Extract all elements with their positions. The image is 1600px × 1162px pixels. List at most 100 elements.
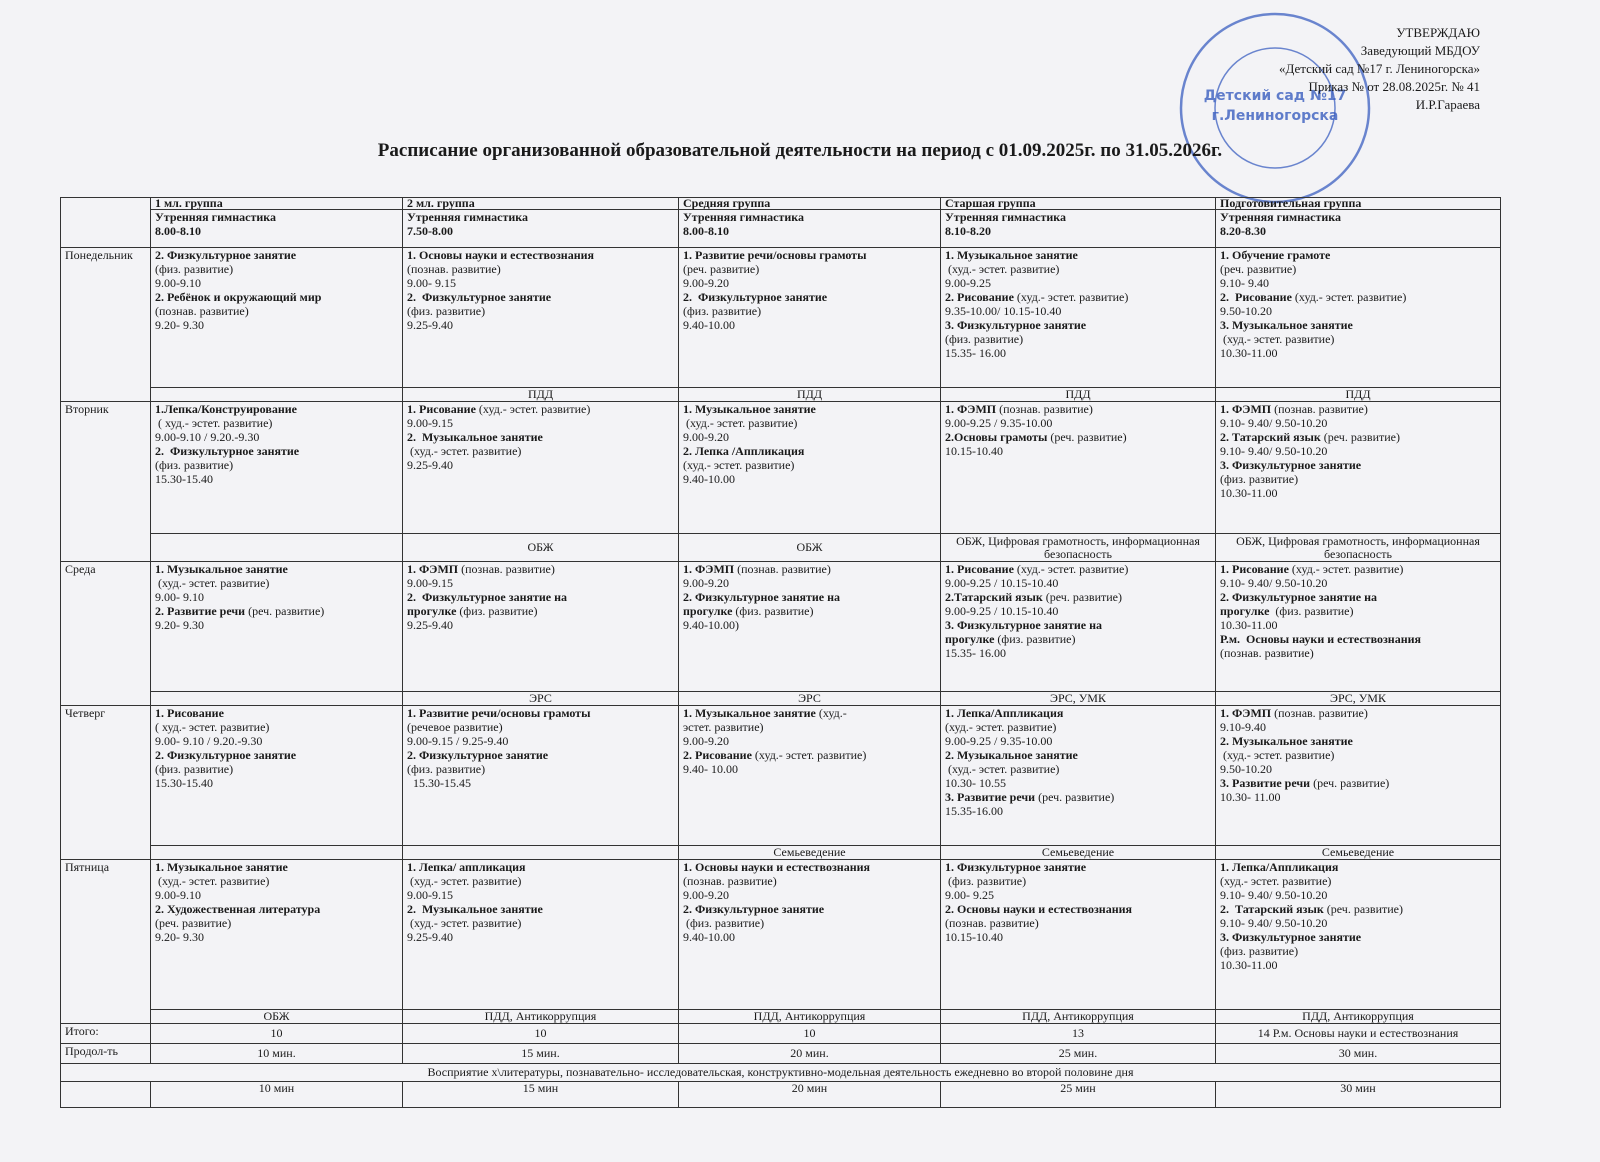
- lesson-title: 2. Рисование: [1220, 290, 1292, 304]
- lesson-title: 2. Физкультурное занятие на: [407, 590, 568, 604]
- lesson-line: 9.00- 9.10 / 9.20.-9.30: [155, 734, 263, 748]
- stamp-text: г.Лениногорска: [1212, 108, 1339, 124]
- lesson-line: 2. Физкультурное занятие: [407, 290, 674, 304]
- lesson-line: 10.30-11.00: [1220, 346, 1278, 360]
- day-name: Пятница: [60, 859, 151, 1024]
- lesson-line: 9.00-9.15: [407, 888, 453, 902]
- lesson-line: 1. Основы науки и естествознания: [407, 248, 674, 263]
- lesson-line: (худ.- эстет. развитие): [945, 262, 1060, 276]
- lesson-detail: (худ.- эстет. развитие): [751, 748, 867, 762]
- lesson-title: 1. Обучение грамоте: [1220, 248, 1331, 263]
- lesson-title: 2. Лепка /Аппликация: [683, 444, 805, 458]
- lesson-cell: 1. Рисование (худ.- эстет. развитие) 9.10…: [1215, 561, 1501, 692]
- lesson-line: (худ.- эстет. развитие): [945, 720, 1057, 734]
- lesson-line: (познав. развитие): [945, 916, 1039, 930]
- lesson-line: 1. Основы науки и естествознания: [683, 860, 936, 875]
- summary-label: Итого:: [60, 1023, 151, 1044]
- lesson-detail: (реч. развитие): [1042, 590, 1122, 604]
- lesson-line: 3. Физкультурное занятие: [945, 318, 1211, 332]
- lesson-detail: (познав. развитие): [996, 402, 1093, 417]
- lesson-cell: 1. Рисование (худ.- эстет. развитие) 9.00…: [940, 561, 1216, 692]
- footer-value: 20 мин: [678, 1081, 941, 1108]
- lesson-cell: 1. Рисование( худ.- эстет. развитие) 9.00…: [150, 705, 403, 846]
- lesson-line: ( худ.- эстет. развитие): [155, 720, 270, 734]
- lesson-line: эстет. развитие): [683, 720, 764, 734]
- lesson-line: (худ.- эстет. развитие): [407, 444, 522, 458]
- note-cell: ПДД, Антикоррупция: [402, 1009, 679, 1024]
- summary-label: Продол-ть: [60, 1043, 151, 1064]
- lesson-title: 3. Физкультурное занятие: [1220, 930, 1362, 944]
- lesson-cell: 1.Лепка/Конструирование ( худ.- эстет. р…: [150, 401, 403, 534]
- summary-value: 15 мин.: [402, 1043, 679, 1064]
- gym-label: Утренняя гимнастика: [1220, 210, 1341, 225]
- lesson-line: 9.00-9.10: [155, 888, 201, 902]
- group-name: Подготовительная группа: [1215, 197, 1501, 210]
- lesson-title: 2.Основы грамоты: [945, 430, 1048, 444]
- lesson-title: 1. Лепка/Аппликация: [1220, 860, 1339, 875]
- lesson-line: 9.40-10.00): [683, 618, 739, 632]
- lesson-title: 1. Основы науки и естествознания: [407, 248, 595, 263]
- lesson-line: 9.00-9.25 / 9.35-10.00: [945, 734, 1053, 748]
- lesson-cell: 2. Физкультурное занятие (физ. развитие) 9…: [150, 247, 403, 388]
- lesson-line: 1.Лепка/Конструирование: [155, 403, 398, 417]
- lesson-detail: (реч. развитие): [1310, 776, 1390, 790]
- lesson-title: 1. Музыкальное занятие: [155, 860, 288, 875]
- lesson-line: (худ.- эстет. развитие): [407, 916, 522, 930]
- lesson-detail: (худ.- эстет. развитие): [1013, 562, 1129, 577]
- lesson-line: 10.30-11.00: [1220, 958, 1278, 972]
- gym-line: Утренняя гимнастика: [407, 211, 674, 225]
- lesson-line: 9.40- 10.00: [683, 762, 738, 776]
- footer-value: 25 мин: [940, 1081, 1216, 1108]
- lesson-cell: 1. Лепка/Аппликация (худ.- эстет. развити…: [1215, 859, 1501, 1010]
- lesson-line: 2. Музыкальное занятие: [1220, 734, 1496, 748]
- approval-line: Приказ № от 28.08.2025г. № 41: [1308, 79, 1480, 94]
- day-name: Вторник: [60, 401, 151, 562]
- lesson-line: 1. ФЭМП (познав. развитие): [1220, 403, 1496, 417]
- lesson-line: 9.20- 9.30: [155, 930, 204, 944]
- lesson-line: (физ. развитие): [407, 304, 486, 318]
- summary-value: 25 мин.: [940, 1043, 1216, 1064]
- lesson-line: 3. Физкультурное занятие: [1220, 458, 1496, 472]
- lesson-line: 2. Татарский язык (реч. развитие): [1220, 902, 1496, 916]
- lesson-line: (реч. развитие): [1220, 262, 1297, 276]
- lesson-line: 9.00-9.25: [945, 276, 991, 290]
- lesson-detail: (познав. развитие): [1271, 706, 1368, 721]
- lesson-cell: 1. Музыкальное занятие (худ.- эстет. раз…: [940, 247, 1216, 388]
- lesson-line: 9.00-9.15: [407, 416, 453, 430]
- gym-line: 8.00-8.10: [683, 224, 936, 238]
- title: Расписание организованной образовательно…: [377, 140, 1223, 161]
- lesson-title: 1. Основы науки и естествознания: [683, 860, 871, 875]
- lesson-line: 9.25-9.40: [407, 930, 453, 944]
- lesson-title: 2. Рисование: [945, 290, 1014, 304]
- lesson-title: 3. Музыкальное занятие: [1220, 318, 1353, 332]
- lesson-line: 9.25-9.40: [407, 618, 453, 632]
- lesson-title: 1. ФЭМП: [1220, 706, 1272, 721]
- note-cell: Семьеведение: [940, 845, 1216, 860]
- lesson-line: 9.00-9.20: [683, 576, 729, 590]
- lesson-line: 9.50-10.20: [1220, 762, 1272, 776]
- lesson-detail: (физ. развитие): [732, 604, 814, 618]
- note-cell: ПДД, Антикоррупция: [1215, 1009, 1501, 1024]
- stamp-ring: [1214, 47, 1336, 169]
- lesson-line: 2. Музыкальное занятие: [407, 902, 674, 916]
- lesson-line: (худ.- эстет. развитие): [407, 874, 522, 888]
- lesson-title: 1. Музыкальное занятие: [683, 706, 816, 721]
- lesson-cell: 1. Рисование (худ.- эстет. развитие) 9.00…: [402, 401, 679, 534]
- lesson-line: 9.00-9.25 / 10.15-10.40: [945, 576, 1059, 590]
- lesson-title: 2. Художественная литература: [155, 902, 321, 916]
- lesson-line: 10.30-11.00: [1220, 486, 1278, 500]
- lesson-title: 1. Музыкальное занятие: [945, 248, 1078, 263]
- lesson-cell: 1. ФЭМП (познав. развитие) 9.00-9.15 2. Фи…: [402, 561, 679, 692]
- group-name-text: 2 мл. группа: [407, 197, 475, 210]
- lesson-line: прогулке (физ. развитие): [1220, 604, 1496, 618]
- lesson-line: 15.35- 16.00: [945, 346, 1006, 360]
- lesson-title: прогулке: [945, 632, 995, 646]
- lesson-line: 1. Музыкальное занятие: [945, 248, 1211, 263]
- lesson-line: (физ. развитие): [155, 762, 234, 776]
- lesson-line: 9.25-9.40: [407, 318, 453, 332]
- lesson-line: 1. Музыкальное занятие: [155, 860, 398, 875]
- lesson-line: 1. ФЭМП (познав. развитие): [407, 563, 674, 577]
- lesson-title: 2. Физкультурное занятие на: [683, 590, 841, 604]
- lesson-line: 15.35- 16.00: [945, 646, 1006, 660]
- gym-line: 8.00-8.10: [155, 224, 398, 238]
